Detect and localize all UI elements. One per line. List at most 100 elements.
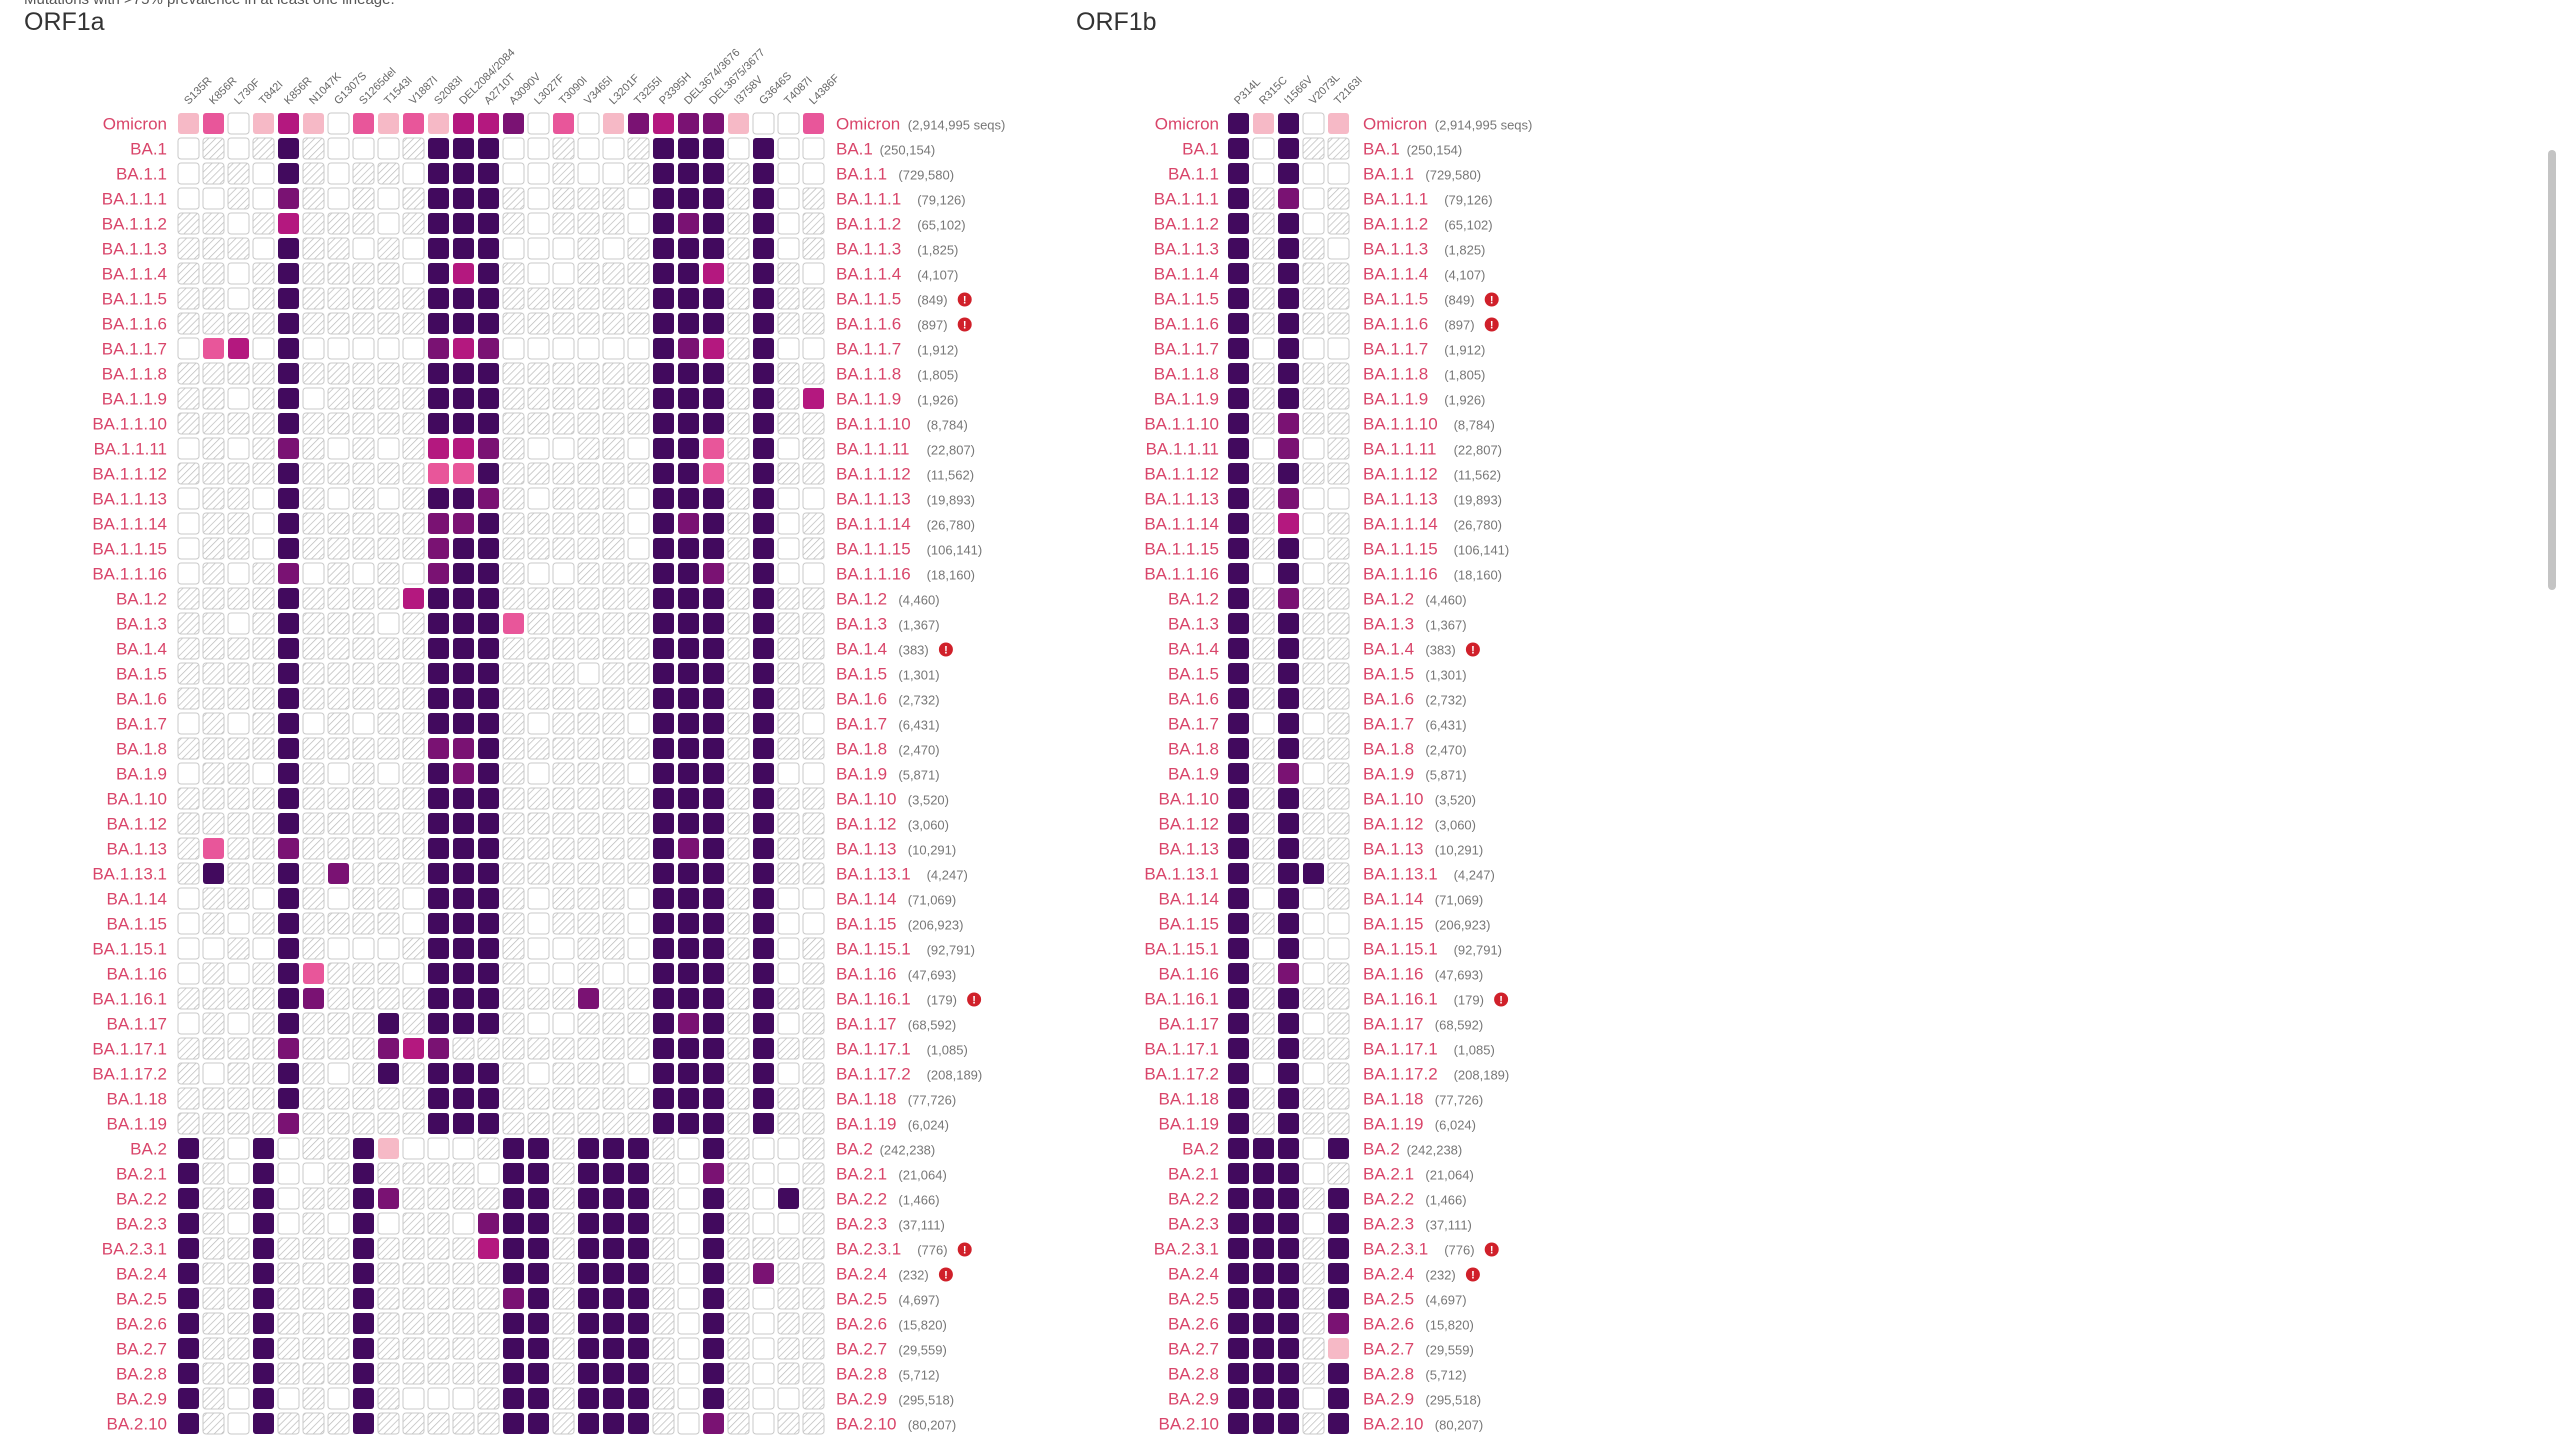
heatmap-cell[interactable]: [777, 112, 800, 135]
heatmap-cell[interactable]: [753, 463, 774, 484]
heatmap-cell[interactable]: [1302, 1062, 1325, 1085]
heatmap-cell[interactable]: [727, 1187, 750, 1210]
heatmap-cell[interactable]: [627, 312, 650, 335]
heatmap-cell[interactable]: [278, 1088, 299, 1109]
heatmap-cell[interactable]: [777, 887, 800, 910]
heatmap-cell[interactable]: [677, 1362, 700, 1385]
heatmap-cell[interactable]: [652, 1312, 675, 1335]
heatmap-cell[interactable]: [402, 1262, 425, 1285]
lineage-label[interactable]: BA.1.19: [1159, 1115, 1220, 1134]
lineage-label-right[interactable]: BA.1.17.1: [836, 1040, 911, 1059]
heatmap-cell[interactable]: [503, 113, 524, 134]
heatmap-cell[interactable]: [277, 1187, 300, 1210]
heatmap-cell[interactable]: [552, 612, 575, 635]
heatmap-cell[interactable]: [302, 662, 325, 685]
lineage-label-right[interactable]: BA.2: [836, 1140, 873, 1159]
heatmap-cell[interactable]: [777, 437, 800, 460]
heatmap-cell[interactable]: [227, 562, 250, 585]
heatmap-cell[interactable]: [653, 413, 674, 434]
lineage-label-right[interactable]: BA.2: [1363, 1140, 1400, 1159]
heatmap-cell[interactable]: [352, 687, 375, 710]
heatmap-cell[interactable]: [802, 462, 825, 485]
heatmap-cell[interactable]: [552, 187, 575, 210]
heatmap-cell[interactable]: [703, 1288, 724, 1309]
heatmap-cell[interactable]: [177, 637, 200, 660]
heatmap-cell[interactable]: [302, 337, 325, 360]
heatmap-cell[interactable]: [428, 113, 449, 134]
lineage-label[interactable]: BA.1.8: [1168, 740, 1219, 759]
lineage-label-right[interactable]: BA.1.1.6: [1363, 315, 1428, 334]
heatmap-cell[interactable]: [727, 362, 750, 385]
heatmap-cell[interactable]: [402, 462, 425, 485]
heatmap-cell[interactable]: [528, 1213, 549, 1234]
heatmap-cell[interactable]: [527, 187, 550, 210]
heatmap-cell[interactable]: [278, 813, 299, 834]
heatmap-cell[interactable]: [627, 1012, 650, 1035]
heatmap-cell[interactable]: [777, 737, 800, 760]
heatmap-cell[interactable]: [1278, 1188, 1299, 1209]
heatmap-cell[interactable]: [1252, 887, 1275, 910]
heatmap-cell[interactable]: [253, 1388, 274, 1409]
heatmap-cell[interactable]: [253, 1213, 274, 1234]
heatmap-cell[interactable]: [253, 1363, 274, 1384]
heatmap-cell[interactable]: [1252, 862, 1275, 885]
heatmap-cell[interactable]: [653, 963, 674, 984]
heatmap-cell[interactable]: [627, 837, 650, 860]
heatmap-cell[interactable]: [477, 1337, 500, 1360]
heatmap-cell[interactable]: [352, 1112, 375, 1135]
heatmap-cell[interactable]: [177, 687, 200, 710]
heatmap-cell[interactable]: [703, 1363, 724, 1384]
heatmap-cell[interactable]: [1228, 588, 1249, 609]
heatmap-cell[interactable]: [1328, 1388, 1349, 1409]
heatmap-cell[interactable]: [552, 162, 575, 185]
heatmap-cell[interactable]: [802, 862, 825, 885]
heatmap-cell[interactable]: [577, 412, 600, 435]
heatmap-cell[interactable]: [202, 812, 225, 835]
heatmap-cell[interactable]: [327, 487, 350, 510]
heatmap-cell[interactable]: [502, 962, 525, 985]
heatmap-cell[interactable]: [802, 562, 825, 585]
heatmap-cell[interactable]: [377, 612, 400, 635]
heatmap-cell[interactable]: [428, 688, 449, 709]
heatmap-cell[interactable]: [427, 1137, 450, 1160]
heatmap-cell[interactable]: [1302, 537, 1325, 560]
heatmap-cell[interactable]: [577, 137, 600, 160]
heatmap-cell[interactable]: [552, 537, 575, 560]
heatmap-cell[interactable]: [752, 1412, 775, 1435]
heatmap-cell[interactable]: [627, 612, 650, 635]
heatmap-cell[interactable]: [353, 113, 374, 134]
heatmap-cell[interactable]: [1228, 438, 1249, 459]
heatmap-cell[interactable]: [327, 1312, 350, 1335]
heatmap-cell[interactable]: [327, 537, 350, 560]
lineage-label[interactable]: BA.1.1.10: [1144, 415, 1219, 434]
heatmap-cell[interactable]: [453, 413, 474, 434]
heatmap-cell[interactable]: [1302, 137, 1325, 160]
lineage-label-right[interactable]: BA.1.1.8: [836, 365, 901, 384]
heatmap-cell[interactable]: [503, 1363, 524, 1384]
heatmap-cell[interactable]: [678, 163, 699, 184]
heatmap-cell[interactable]: [1327, 837, 1350, 860]
heatmap-cell[interactable]: [177, 812, 200, 835]
heatmap-cell[interactable]: [453, 713, 474, 734]
heatmap-cell[interactable]: [377, 662, 400, 685]
heatmap-cell[interactable]: [177, 212, 200, 235]
heatmap-cell[interactable]: [428, 563, 449, 584]
heatmap-cell[interactable]: [503, 1338, 524, 1359]
heatmap-cell[interactable]: [302, 1037, 325, 1060]
lineage-label-right[interactable]: BA.1.17: [1363, 1015, 1424, 1034]
heatmap-cell[interactable]: [727, 312, 750, 335]
heatmap-cell[interactable]: [177, 162, 200, 185]
heatmap-cell[interactable]: [527, 562, 550, 585]
heatmap-cell[interactable]: [628, 1163, 649, 1184]
heatmap-cell[interactable]: [502, 912, 525, 935]
heatmap-cell[interactable]: [1302, 637, 1325, 660]
heatmap-cell[interactable]: [777, 1312, 800, 1335]
heatmap-cell[interactable]: [678, 713, 699, 734]
heatmap-cell[interactable]: [552, 762, 575, 785]
heatmap-cell[interactable]: [402, 787, 425, 810]
heatmap-cell[interactable]: [478, 1013, 499, 1034]
heatmap-cell[interactable]: [1278, 1388, 1299, 1409]
heatmap-cell[interactable]: [353, 1363, 374, 1384]
heatmap-cell[interactable]: [727, 237, 750, 260]
heatmap-cell[interactable]: [1278, 538, 1299, 559]
